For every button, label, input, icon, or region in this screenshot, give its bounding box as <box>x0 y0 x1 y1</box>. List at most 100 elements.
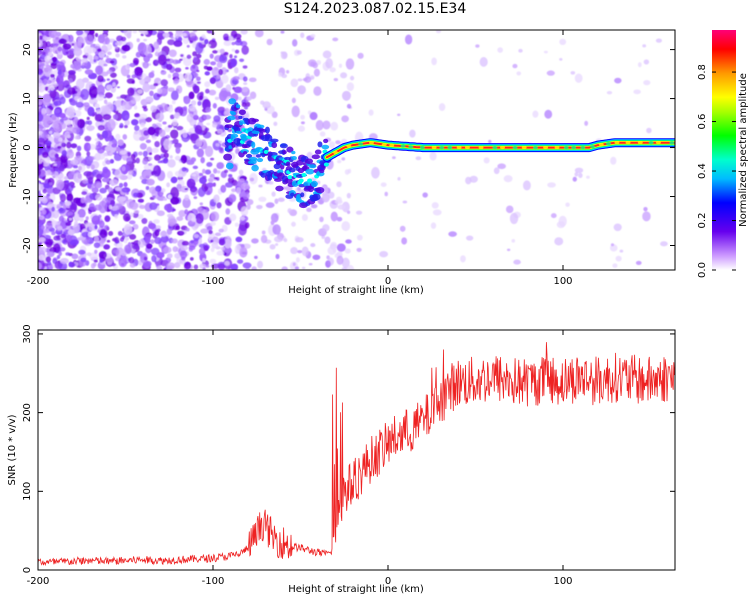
spectrogram-noise-blob <box>206 161 213 167</box>
spectrogram-noise-blob <box>574 167 584 174</box>
spectrogram-ridge-blob <box>323 138 329 144</box>
spectrogram-noise-blob <box>488 139 492 144</box>
spectrogram-noise-blob <box>216 61 223 69</box>
spectrogram-noise-blob <box>173 78 180 84</box>
spectrogram-noise-blob <box>163 246 172 254</box>
spectrogram-noise-blob <box>292 159 297 162</box>
spectrogram-noise-blob <box>39 169 46 177</box>
spectrogram-noise-blob <box>219 48 225 55</box>
spectrogram-ridge-blob <box>279 143 288 149</box>
spectrogram-noise-blob <box>330 121 339 131</box>
spectrogram-noise-blob <box>123 135 128 140</box>
spectrogram-noise-blob <box>145 186 150 191</box>
spectrogram-noise-blob <box>45 169 52 176</box>
spectrogram-noise-blob <box>167 87 175 92</box>
spectrogram-noise-blob <box>167 215 176 227</box>
spectrogram-ridge-bead <box>346 144 352 148</box>
snr-panel: -200 -100 0 100 0 100 200 300 Height of straig… <box>7 324 676 595</box>
spectrogram-noise-blob <box>41 151 49 159</box>
spectrogram-noise-blob <box>322 224 330 232</box>
spectrogram-noise-blob <box>336 255 344 265</box>
spectrogram-noise-blob <box>104 215 111 222</box>
spectrogram-noise-blob <box>346 103 352 109</box>
spectrogram-noise-blob <box>356 234 363 241</box>
spectrogram-noise-blob <box>329 67 336 73</box>
spectrogram-noise-blob <box>148 152 153 156</box>
spectrogram-noise-blob <box>113 243 118 246</box>
spectrogram-noise-blob <box>41 155 51 167</box>
spectrogram-noise-blob <box>325 260 331 268</box>
spectrogram-noise-blob <box>200 228 209 234</box>
spectrogram-noise-blob <box>129 262 136 268</box>
spectrogram-noise-blob <box>283 238 288 243</box>
spectrogram-noise-blob <box>126 173 133 180</box>
spectrogram-noise-blob <box>281 73 288 79</box>
spectrogram-noise-blob <box>104 37 110 45</box>
spectrogram-noise-blob <box>297 125 305 132</box>
spectrogram-noise-blob <box>301 266 306 270</box>
spectrogram-noise-blob <box>133 209 140 214</box>
spectrogram-noise-blob <box>142 105 147 109</box>
spectrogram-noise-blob <box>208 39 217 49</box>
spectrogram-noise-blob <box>182 132 188 139</box>
colorbar-tick-label: 0.6 <box>697 114 708 130</box>
spectrogram-noise-blob <box>306 207 312 213</box>
spectrogram-noise-blob <box>294 266 300 270</box>
spectrogram-noise-blob <box>99 187 107 194</box>
spectrogram-noise-blob <box>210 61 217 66</box>
spectrogram-noise-blob <box>102 30 109 33</box>
spectrogram-noise-blob <box>216 162 225 170</box>
spectrogram-noise-blob <box>218 263 226 270</box>
spectrogram-ridge-bead <box>655 141 661 145</box>
spectrogram-noise-blob <box>45 64 51 71</box>
spectrogram-noise-blob <box>543 50 548 54</box>
spectrogram-noise-blob <box>547 182 556 188</box>
spectrogram-noise-blob <box>368 109 374 116</box>
spectrogram-noise-blob <box>66 234 73 243</box>
spectrogram-ridge-peak <box>298 178 304 183</box>
spectrogram-noise-blob <box>83 142 91 152</box>
spectrogram-noise-blob <box>301 246 309 257</box>
spectrogram-noise-blob <box>204 71 210 76</box>
spectrogram-noise-blob <box>184 72 193 82</box>
spectrogram-noise-blob <box>123 124 128 129</box>
spectrogram-noise-blob <box>345 239 352 244</box>
spectrogram-ridge-bead <box>563 145 569 150</box>
spectrogram-noise-blob <box>80 197 86 204</box>
spectrogram-noise-blob <box>240 206 249 217</box>
spectrogram-noise-blob <box>87 47 97 54</box>
spectrogram-ridge-bead <box>669 141 675 145</box>
spectrogram-noise-blob <box>89 192 97 200</box>
spectrogram-noise-blob <box>281 266 288 270</box>
spectrogram-noise-blob <box>204 169 212 175</box>
spectrogram-ridge-blob <box>235 104 241 109</box>
spectrogram-noise-blob <box>497 47 504 53</box>
spectrogram-noise-blob <box>261 230 266 235</box>
spectrogram-noise-blob <box>175 225 181 231</box>
spectrogram-noise-blob <box>189 186 197 193</box>
spectrogram-noise-blob <box>167 213 174 218</box>
spectrogram-noise-blob <box>176 125 184 131</box>
spectrogram-noise-blob <box>132 30 137 34</box>
spectrogram-ridge-bead <box>499 145 505 150</box>
spectrogram-noise-blob <box>67 173 73 179</box>
spectrogram-noise-blob <box>101 177 110 183</box>
spectrogram-noise-blob <box>109 199 116 207</box>
spectrogram-noise-blob <box>166 253 173 259</box>
spectrogram-noise-blob <box>53 120 63 133</box>
spectrogram-noise-blob <box>132 57 139 65</box>
spectrogram-noise-blob <box>207 44 211 47</box>
spectrogram-noise-blob <box>193 233 200 239</box>
spectrogram-noise-blob <box>170 197 180 205</box>
spectrogram-noise-blob <box>53 132 61 139</box>
spectrogram-noise-blob <box>291 97 296 104</box>
snr-y-tick-label: 0 <box>22 567 33 573</box>
spectrogram-noise-blob <box>228 174 233 178</box>
spectrogram-noise-blob <box>321 193 330 203</box>
spectrogram-noise-blob <box>171 238 178 244</box>
spectrogram-noise-blob <box>559 58 563 61</box>
spectrogram-noise-blob <box>239 247 248 258</box>
spectrogram-noise-blob <box>150 105 157 113</box>
spectrogram-noise-blob <box>196 148 205 158</box>
spectrogram-noise-blob <box>97 74 104 83</box>
